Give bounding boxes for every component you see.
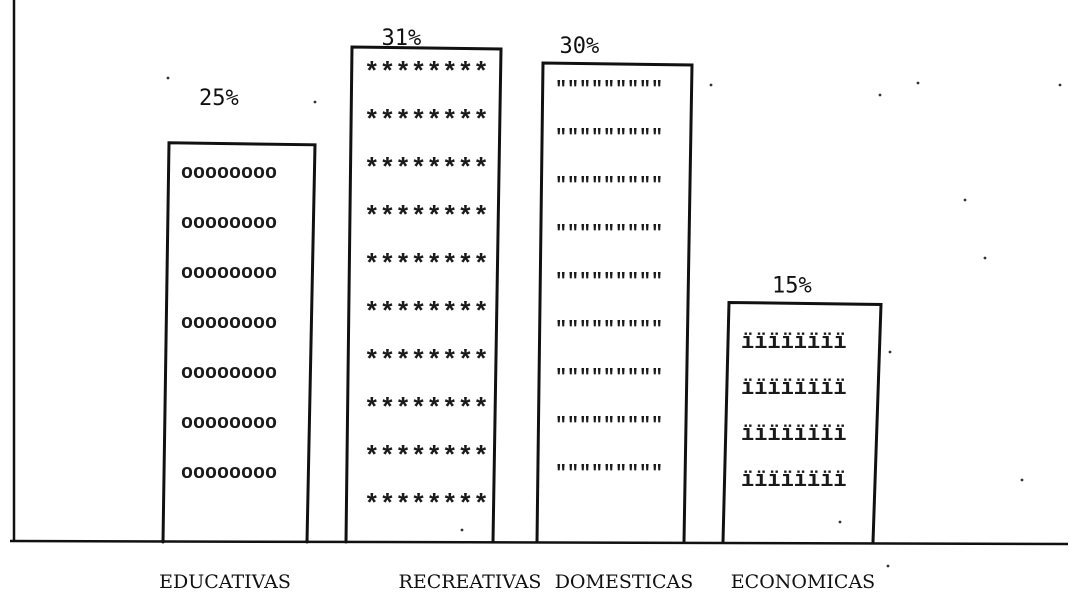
- scan-speck: [313, 100, 317, 104]
- bar-pattern-row: oooooooo: [181, 462, 277, 485]
- data-label: 15%: [772, 273, 812, 298]
- bar-pattern-row: oooooooo: [181, 162, 277, 185]
- bar-pattern-row: oooooooo: [181, 212, 277, 235]
- data-label: 31%: [382, 26, 422, 51]
- scan-speck: [886, 564, 890, 568]
- bar-pattern-row: oooooooo: [181, 412, 277, 435]
- bar-pattern-row: ïïïïïïïï: [741, 330, 847, 355]
- scan-speck: [983, 256, 987, 260]
- category-label: ECONOMICAS: [731, 571, 875, 593]
- bar-pattern-row: """"""""": [555, 271, 663, 294]
- bar-pattern-row: ********: [364, 58, 489, 88]
- bar-pattern-row: ********: [364, 394, 489, 424]
- scan-speck: [838, 520, 842, 524]
- bar-pattern-row: ********: [364, 298, 489, 328]
- bar-pattern-row: ********: [364, 490, 489, 520]
- bar-pattern-row: ********: [364, 250, 489, 280]
- bar-pattern-row: """"""""": [555, 463, 663, 486]
- scan-speck: [166, 76, 170, 80]
- scan-speck: [963, 198, 967, 202]
- bar-pattern-row: ïïïïïïïï: [741, 468, 847, 493]
- category-label: EDUCATIVAS: [159, 571, 291, 593]
- bar-pattern-row: """"""""": [555, 175, 663, 198]
- bar-pattern-row: oooooooo: [181, 262, 277, 285]
- bar-pattern-row: ïïïïïïïï: [741, 422, 847, 447]
- bar-pattern-row: """"""""": [555, 79, 663, 102]
- bar-pattern-row: oooooooo: [181, 362, 277, 385]
- bar-economicas: ïïïïïïïï ïïïïïïïï ïïïïïïïï ïïïïïïïï: [721, 300, 883, 544]
- scan-specks: [166, 76, 1062, 568]
- scan-speck: [916, 81, 920, 85]
- bar-pattern-row: """"""""": [555, 415, 663, 438]
- data-label: 25%: [199, 86, 239, 111]
- bar-pattern-row: ********: [364, 346, 489, 376]
- scan-speck: [1020, 478, 1024, 482]
- bar-pattern-row: ********: [364, 106, 489, 136]
- scan-speck: [878, 93, 882, 97]
- data-label: 30%: [560, 34, 600, 59]
- bar-pattern-row: ********: [364, 202, 489, 232]
- scan-speck: [709, 83, 713, 87]
- bar-recreativas: ******** ******** ******** ******** ********…: [344, 45, 503, 544]
- bar-pattern-row: ********: [364, 154, 489, 184]
- bar-educativas: oooooooo oooooooo oooooooo oooooooo oooooooo…: [161, 141, 317, 544]
- scan-speck: [888, 350, 892, 354]
- scan-speck: [460, 528, 464, 532]
- bar-pattern-row: """"""""": [555, 223, 663, 246]
- bar-pattern-row: """"""""": [555, 367, 663, 390]
- bar-pattern-row: """"""""": [555, 319, 663, 342]
- scan-speck: [1058, 83, 1062, 87]
- bar-outline: [161, 141, 317, 544]
- bar-pattern-row: oooooooo: [181, 312, 277, 335]
- category-label: RECREATIVAS: [399, 571, 542, 593]
- bar-outline: [721, 300, 883, 544]
- bar-outline: [344, 45, 503, 544]
- x-axis-baseline: [9, 539, 1069, 546]
- bar-outline: [535, 61, 694, 544]
- bar-pattern-row: ********: [364, 442, 489, 472]
- bar-pattern-row: ïïïïïïïï: [741, 376, 847, 401]
- bar-domesticas: """"""""" """"""""" """"""""" """"""""" """"…: [535, 61, 694, 544]
- category-label: DOMESTICAS: [555, 571, 694, 593]
- bar-pattern-row: """"""""": [555, 127, 663, 150]
- bars-layer: oooooooo oooooooo oooooooo oooooooo oooooooo…: [161, 45, 883, 544]
- labels-layer: 25% EDUCATIVAS 31% RECREATIVAS 30% DOMESTICAS…: [159, 26, 875, 593]
